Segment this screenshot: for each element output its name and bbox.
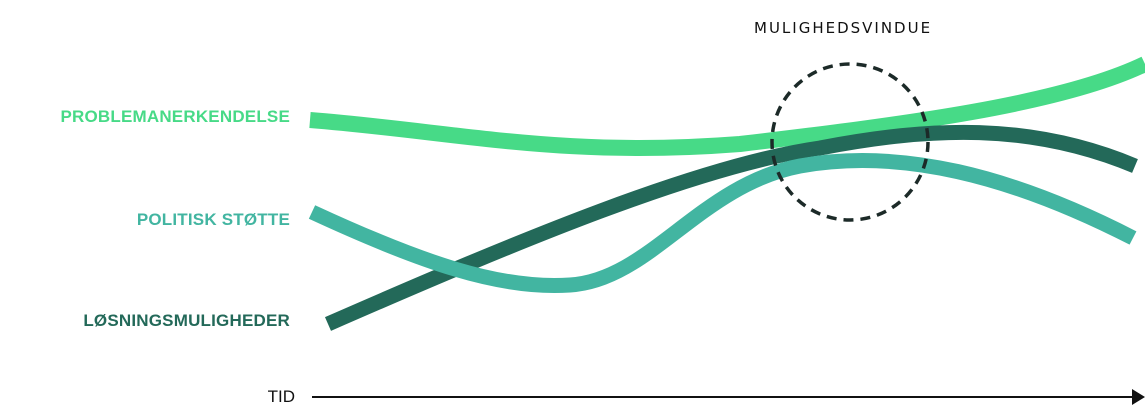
time-axis-arrowhead (1132, 389, 1145, 405)
series-line-problem (309, 56, 1145, 157)
series-label-problem: PROBLEMANERKENDELSE (60, 107, 290, 126)
series-line-solutions (324, 124, 1138, 331)
window-label: MULIGHEDSVINDUE (754, 19, 933, 37)
opportunity-window-circle (770, 62, 930, 222)
series-label-solutions: LØSNINGSMULIGHEDER (83, 311, 290, 330)
series-line-political (308, 153, 1137, 294)
series-label-political: POLITISK STØTTE (136, 210, 290, 229)
axis-label-time: TID (267, 387, 295, 406)
